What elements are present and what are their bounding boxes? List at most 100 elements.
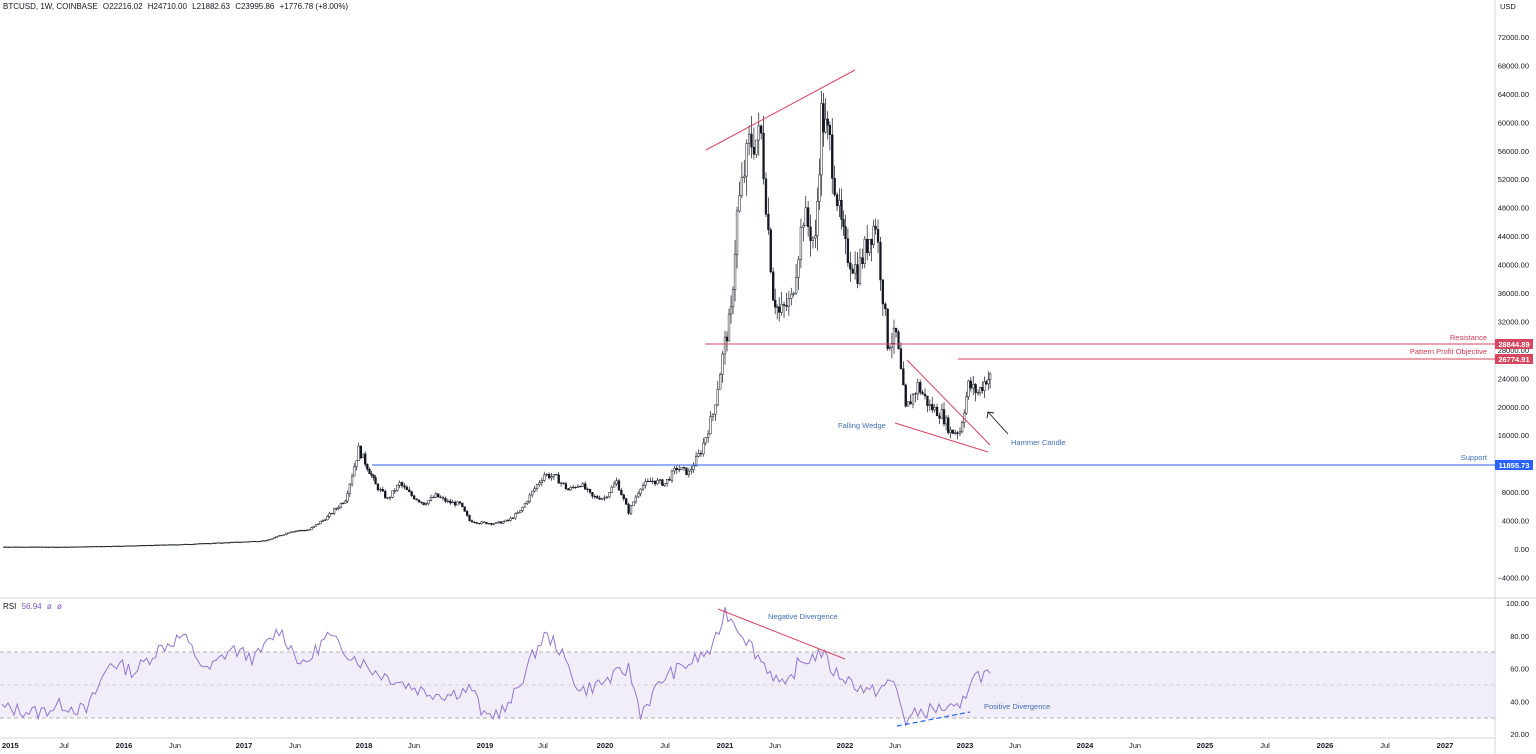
rsi-axis[interactable]: 100.00 80.00 60.00 40.00 20.00: [1506, 599, 1529, 739]
top-trendline[interactable]: [705, 69, 856, 151]
resistance-annotation: Resistance: [1450, 333, 1487, 342]
price-tick-label: 40000.00: [1498, 261, 1529, 270]
time-tick-label: 2025: [1197, 741, 1214, 750]
candle-body: [251, 540, 254, 543]
candle-body: [19, 546, 22, 548]
candle-body: [533, 488, 536, 492]
candle-body: [944, 417, 948, 425]
candle-body: [535, 484, 539, 489]
candle-body: [160, 544, 164, 546]
candle-body: [65, 546, 69, 548]
candle-body: [40, 546, 43, 548]
candle-body: [904, 384, 907, 407]
candle-body: [911, 394, 915, 405]
candle-body: [176, 544, 180, 546]
candle-body: [214, 542, 217, 544]
candle-body: [690, 469, 693, 472]
candle-body: [207, 543, 210, 545]
candle-body: [223, 542, 226, 544]
candle-body: [241, 541, 245, 543]
candle-body: [540, 480, 543, 483]
time-tick-label: 2019: [477, 741, 494, 750]
candle-body: [437, 493, 440, 498]
candle-body: [470, 520, 474, 523]
time-tick-label: 2026: [1317, 741, 1334, 750]
time-tick-label: 2018: [356, 741, 373, 750]
price-tick-label: 8000.00: [1502, 488, 1529, 497]
positive-divergence-line[interactable]: [896, 711, 971, 727]
candle-body: [153, 544, 157, 546]
price-tick-label: 36000.00: [1498, 289, 1529, 298]
candle-body: [876, 229, 880, 243]
candle-body: [480, 521, 483, 524]
candle-body: [21, 546, 25, 548]
wedge-lower-line[interactable]: [894, 422, 989, 453]
candle-body: [894, 327, 898, 333]
time-tick-label: 2016: [116, 741, 133, 750]
candle-body: [574, 486, 577, 489]
candle-body: [902, 368, 905, 386]
candle-body: [44, 546, 48, 548]
negative-divergence-line[interactable]: [717, 608, 846, 660]
candle-body: [951, 429, 954, 434]
rsi-extra-1: ø: [46, 602, 52, 611]
candle-body: [879, 242, 882, 281]
resistance-badge: 28844.89: [1498, 340, 1529, 349]
candle-body: [615, 480, 618, 485]
candle-body: [824, 118, 827, 133]
candle-body: [396, 484, 399, 492]
candle-body: [617, 480, 621, 491]
candle-body: [275, 536, 278, 538]
candle-body: [33, 546, 36, 548]
price-tick-label: 60000.00: [1498, 118, 1529, 127]
time-tick-label: Jun: [769, 741, 781, 750]
candle-body: [828, 125, 831, 136]
candle-body: [285, 532, 288, 535]
candle-body: [942, 409, 946, 425]
candle-body: [547, 473, 551, 479]
profit-objective-annotation: Pattern Profit Objective: [1410, 347, 1487, 356]
wedge-upper-line[interactable]: [906, 359, 991, 446]
candle-body: [350, 475, 354, 485]
candle-body: [680, 467, 683, 470]
time-tick-label: 2022: [837, 741, 854, 750]
candle-body: [405, 486, 409, 491]
candle-body: [567, 488, 570, 491]
candle-body: [644, 481, 647, 486]
candle-body: [144, 545, 147, 547]
candle-body: [330, 513, 334, 515]
candle-body: [685, 467, 688, 475]
candle-body: [37, 546, 41, 548]
time-axis[interactable]: 2015 Jul 2016 Jun 2017 Jun 2018 Jun 2019 Jul 2020 J…: [2, 741, 1453, 750]
hammer-candle-annotation: Hammer Candle: [1011, 438, 1066, 447]
candle-body: [588, 488, 592, 493]
price-axis[interactable]: 72000.00 68000.00 64000.00 60000.00 56000.00…: [1498, 33, 1530, 582]
candle-body: [767, 214, 770, 231]
candle-body: [656, 479, 659, 485]
candle-body: [58, 546, 62, 548]
candle-body: [188, 544, 191, 546]
candle-body: [874, 225, 877, 230]
candle-body: [200, 543, 203, 545]
candle-body: [357, 445, 360, 461]
candle-body: [473, 521, 476, 523]
candle-body: [258, 540, 262, 543]
high-value: H24710.00: [147, 2, 187, 11]
candle-body: [7, 546, 11, 548]
candle-body: [100, 546, 103, 548]
price-tick-label: 24000.00: [1498, 374, 1529, 383]
time-tick-label: 2023: [957, 741, 974, 750]
candle-body: [456, 501, 459, 506]
candle-body: [872, 225, 875, 245]
candle-body: [605, 496, 609, 498]
candle-body: [432, 496, 435, 499]
candle-body: [172, 544, 175, 546]
candle-body: [670, 470, 674, 481]
candle-body: [410, 491, 413, 497]
candle-body: [239, 541, 242, 543]
candle-body: [752, 146, 756, 155]
candle-body: [292, 531, 295, 533]
candle-body: [870, 239, 873, 245]
price-tick-label: 28000.00: [1498, 346, 1529, 355]
